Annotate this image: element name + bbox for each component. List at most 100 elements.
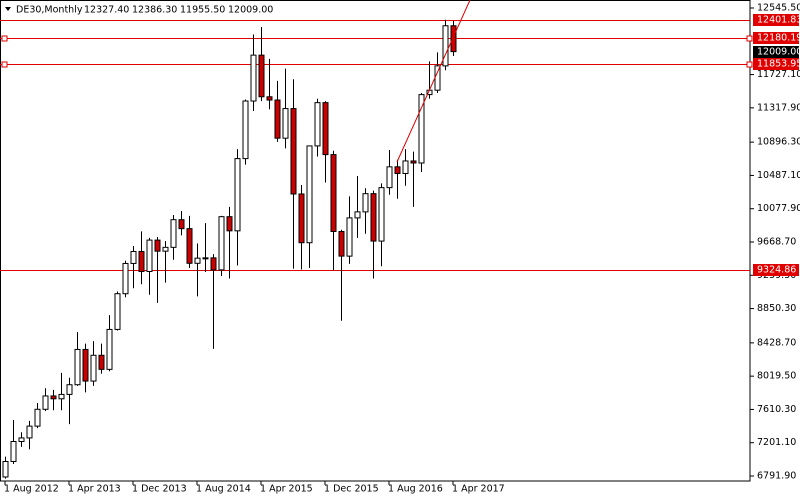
candle-body xyxy=(442,25,449,67)
candle-body xyxy=(330,154,337,232)
candle-body xyxy=(450,25,457,53)
candle-body xyxy=(434,65,441,91)
y-tick-label: 8850.30 xyxy=(757,303,796,314)
candle-body xyxy=(410,160,417,164)
line-handle xyxy=(746,35,753,42)
candle-body xyxy=(2,461,9,478)
line-handle xyxy=(1,61,8,68)
header-open: 12327.40 xyxy=(84,5,129,16)
x-tick-label: 1 Dec 2015 xyxy=(324,484,379,495)
candle-body xyxy=(74,348,81,386)
price-label: 9324.86 xyxy=(757,265,796,276)
candle-body xyxy=(194,257,201,264)
candle-body xyxy=(258,54,265,98)
y-tick-label: 6791.90 xyxy=(757,470,796,481)
candle-body xyxy=(250,54,257,102)
candle-body xyxy=(418,94,425,164)
trend-line xyxy=(396,0,471,163)
symbol-title: DE30,Monthly xyxy=(16,5,83,16)
candle-body xyxy=(298,193,305,244)
candle-body xyxy=(34,408,41,427)
candle-body xyxy=(274,99,281,139)
line-handle xyxy=(746,61,753,68)
candle-body xyxy=(346,217,353,257)
candle-body xyxy=(210,257,217,271)
x-tick-label: 1 Aug 2014 xyxy=(196,484,251,495)
candle-body xyxy=(282,108,289,139)
price-label-box xyxy=(753,264,799,276)
y-tick-label: 11317.90 xyxy=(757,102,800,113)
candle-body xyxy=(314,102,321,147)
header-close: 12009.00 xyxy=(228,5,273,16)
y-tick-label: 10487.10 xyxy=(757,170,800,181)
current-price-box xyxy=(753,46,799,58)
header-high: 12386.30 xyxy=(132,5,177,16)
x-tick-label: 1 Apr 2015 xyxy=(260,484,313,495)
plot-layer: 12545.50 11727.10 11317.90 10896.30 10487.10… xyxy=(0,3,800,495)
x-tick-label: 1 Aug 2016 xyxy=(388,484,443,495)
price-label: 12180.19 xyxy=(757,33,800,44)
candle-body xyxy=(338,230,345,257)
y-tick-label: 8019.50 xyxy=(757,371,796,382)
candle-body xyxy=(82,348,89,382)
y-tick-label: 8428.70 xyxy=(757,337,796,348)
x-tick-label: 1 Apr 2017 xyxy=(452,484,505,495)
candle-body xyxy=(402,160,409,174)
candle-body xyxy=(226,216,233,232)
candle-body xyxy=(122,262,129,295)
line-handle xyxy=(1,35,8,42)
axis-price-labels: 12401.83 12180.19 11853.95 9324.86 12009.00 xyxy=(753,14,800,276)
candle-body xyxy=(106,328,113,370)
candle-body xyxy=(290,108,297,195)
candle-body xyxy=(266,96,273,101)
candle-body xyxy=(50,395,57,400)
menu-triangle[interactable] xyxy=(5,7,11,11)
price-label: 11853.95 xyxy=(757,59,800,70)
candle-body xyxy=(218,216,225,271)
plot-frame xyxy=(0,0,751,482)
candle-body xyxy=(42,395,49,410)
x-tick-label: 1 Aug 2012 xyxy=(4,484,59,495)
current-price-label: 12009.00 xyxy=(757,47,800,58)
candle-body xyxy=(66,384,73,395)
candle-body xyxy=(26,425,33,439)
y-tick-label: 12545.50 xyxy=(757,3,800,14)
candle-body xyxy=(154,239,161,252)
candle-body xyxy=(162,246,169,252)
price-label-box xyxy=(753,32,799,44)
candle-body xyxy=(10,441,17,463)
header-low: 11955.50 xyxy=(180,5,225,16)
candle-body xyxy=(186,228,193,264)
candle-body xyxy=(130,250,137,264)
candle-body xyxy=(138,250,145,273)
y-tick-label: 10077.90 xyxy=(757,203,800,214)
candle-body xyxy=(98,354,105,370)
candle-body xyxy=(170,219,177,248)
price-label-box xyxy=(753,14,799,26)
candle-body xyxy=(386,166,393,189)
price-label: 12401.83 xyxy=(757,15,800,26)
x-tick-label: 1 Apr 2013 xyxy=(68,484,121,495)
candle-body xyxy=(242,100,249,160)
x-tick-label: 1 Dec 2013 xyxy=(132,484,187,495)
candle-body xyxy=(378,187,385,242)
candle-body xyxy=(234,158,241,232)
y-tick-label: 11727.10 xyxy=(757,69,800,80)
candle-body xyxy=(202,257,209,260)
candle-body xyxy=(18,437,25,443)
candle-body xyxy=(146,239,153,273)
y-tick-label: 10896.30 xyxy=(757,137,800,148)
candle-body xyxy=(178,219,185,230)
candle-body xyxy=(394,166,401,174)
y-tick-label: 9668.70 xyxy=(757,237,796,248)
candle-body xyxy=(58,393,65,400)
candle-body xyxy=(354,211,361,219)
y-tick-label: 7201.10 xyxy=(757,437,796,448)
candle-body xyxy=(306,145,313,244)
candle-body xyxy=(370,193,377,242)
candle-body xyxy=(362,193,369,213)
price-label-box xyxy=(753,58,799,70)
candle-body xyxy=(322,102,329,156)
